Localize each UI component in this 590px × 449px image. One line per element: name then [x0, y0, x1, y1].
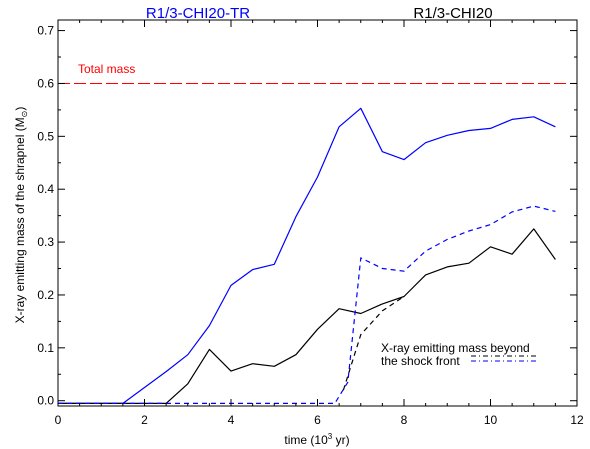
series-line-1	[58, 107, 556, 404]
legend-note-line-2: the shock front	[381, 354, 460, 368]
x-tick-label-8: 8	[401, 413, 408, 427]
y-axis-title-main: X-ray emitting mass of the shrapnel (M	[13, 117, 27, 323]
y-axis-title: X-ray emitting mass of the shrapnel (M⊙)	[13, 107, 29, 324]
y-tick-label-2: 0.2	[37, 288, 54, 302]
y-tick-label-0: 0.0	[37, 394, 54, 408]
y-axis-title-end: )	[13, 107, 27, 111]
y-axis-title-subscript: ⊙	[20, 111, 29, 118]
series-line-2	[58, 228, 556, 404]
x-axis-title: time (103 yr)	[284, 432, 349, 447]
x-tick-label-4: 4	[228, 413, 235, 427]
x-tick-label-12: 12	[570, 413, 584, 427]
x-tick-label-2: 2	[141, 413, 148, 427]
x-tick-label-10: 10	[484, 413, 498, 427]
y-tick-label-4: 0.4	[37, 182, 54, 196]
y-tick-label-1: 0.1	[37, 341, 54, 355]
x-axis-title-main: time (10	[284, 433, 328, 447]
title-right: R1/3-CHI20	[413, 5, 492, 22]
axis-layer: 0 2 4 6 8 10 12 0.0 0.1 0.2 0.3 0.4 0.5 0.6 0.7	[37, 19, 584, 427]
reference-line-label: Total mass	[78, 62, 135, 76]
series-layer	[58, 82, 577, 404]
x-tick-label-0: 0	[55, 413, 62, 427]
legend-note-line-1: X-ray emitting mass beyond	[381, 341, 530, 355]
y-tick-label-7: 0.7	[37, 24, 54, 38]
x-axis-title-exponent: 3	[328, 432, 333, 441]
y-tick-label-6: 0.6	[37, 76, 54, 90]
series-line-3	[58, 205, 556, 404]
x-axis-title-end: yr)	[332, 433, 349, 447]
y-tick-label-5: 0.5	[37, 129, 54, 143]
title-left: R1/3-CHI20-TR	[146, 5, 250, 22]
y-tick-label-3: 0.3	[37, 235, 54, 249]
x-tick-label-6: 6	[314, 413, 321, 427]
series-line-4	[342, 295, 405, 391]
